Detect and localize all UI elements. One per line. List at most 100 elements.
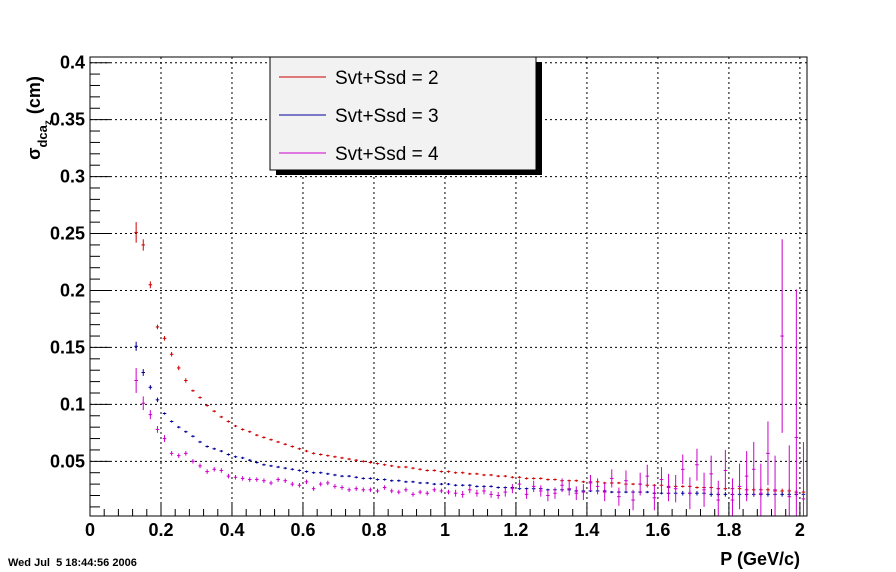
- data-point: [673, 474, 678, 503]
- data-point: [411, 492, 415, 497]
- data-point: [347, 457, 351, 461]
- data-point: [482, 485, 486, 488]
- data-point: [631, 489, 635, 511]
- data-point: [425, 481, 429, 485]
- data-point: [737, 463, 742, 510]
- data-point: [439, 488, 444, 494]
- data-point: [176, 453, 181, 458]
- data-point: [141, 369, 146, 376]
- data-point: [205, 445, 209, 448]
- legend-box: [269, 56, 537, 171]
- data-point: [659, 467, 664, 493]
- data-point: [780, 239, 784, 433]
- data-point: [475, 472, 479, 475]
- data-point: [255, 433, 259, 437]
- data-point: [290, 445, 295, 448]
- data-point: [759, 463, 763, 516]
- data-point: [468, 486, 472, 494]
- data-point: [382, 485, 387, 490]
- data-point: [311, 471, 316, 474]
- data-point: [212, 447, 217, 450]
- data-point: [148, 281, 153, 289]
- x-tick-label: 0.8: [361, 520, 386, 540]
- legend: Svt+Ssd = 2 Svt+Ssd = 3 Svt+Ssd = 4: [269, 56, 542, 175]
- data-point: [524, 487, 529, 490]
- x-tick-label: 0.6: [290, 520, 315, 540]
- data-point: [468, 472, 472, 475]
- data-point: [240, 456, 245, 460]
- data-point: [418, 468, 422, 471]
- data-point: [567, 481, 571, 496]
- data-point: [531, 477, 536, 480]
- data-point: [680, 454, 685, 485]
- data-point: [503, 487, 508, 497]
- x-tick-label: 2: [795, 520, 805, 540]
- y-axis-title-text: σdcaz (cm): [24, 76, 54, 160]
- data-point: [610, 469, 614, 488]
- data-point: [425, 469, 429, 472]
- data-point: [397, 489, 401, 495]
- data-point: [333, 455, 337, 458]
- data-point: [304, 449, 309, 453]
- x-tick-label: 1.2: [503, 520, 528, 540]
- data-point: [560, 478, 564, 493]
- data-point: [439, 482, 444, 486]
- data-point: [453, 484, 458, 487]
- data-point: [446, 489, 451, 495]
- data-point: [382, 463, 387, 466]
- data-point: [240, 476, 245, 481]
- data-point: [311, 452, 316, 455]
- data-point: [666, 473, 671, 502]
- data-point: [233, 474, 238, 480]
- data-point: [134, 367, 138, 393]
- axis-layer: 0 0.2 0.4 0.6 0.8 1 1.2 1.4 1.6 1.8 2 0.05 0.1 0.15 0.…: [50, 53, 805, 540]
- data-point: [297, 469, 302, 472]
- data-point: [475, 489, 479, 497]
- y-tick-label: 0.4: [60, 53, 85, 73]
- data-point: [219, 415, 224, 419]
- data-point: [460, 484, 465, 487]
- data-point: [155, 324, 160, 330]
- data-point: [432, 469, 437, 472]
- data-point: [397, 465, 401, 469]
- data-point: [368, 461, 373, 464]
- data-point: [446, 470, 451, 473]
- data-point: [524, 489, 529, 499]
- x-axis-title: P (GeV/c): [720, 549, 800, 569]
- data-point: [595, 478, 600, 495]
- data-point: [652, 485, 657, 511]
- data-point: [581, 484, 586, 501]
- data-point: [723, 492, 728, 497]
- data-point: [311, 486, 316, 491]
- data-point: [375, 478, 380, 481]
- data-point: [155, 426, 160, 433]
- x-tick-label: 0.4: [219, 520, 244, 540]
- data-point: [255, 461, 259, 464]
- x-tick-label: 1.6: [645, 520, 670, 540]
- data-point: [169, 420, 174, 423]
- data-point: [226, 420, 231, 423]
- data-point: [489, 485, 493, 488]
- data-point: [318, 471, 323, 474]
- data-point: [524, 477, 529, 480]
- data-point: [489, 490, 493, 498]
- x-tick-label: 0: [85, 520, 95, 540]
- data-point: [176, 365, 181, 371]
- data-point: [680, 490, 685, 496]
- data-point: [361, 487, 366, 493]
- data-point: [340, 485, 344, 490]
- data-point: [482, 473, 486, 477]
- data-point: [453, 489, 458, 497]
- y-tick-label: 0.35: [50, 110, 85, 130]
- data-point: [375, 462, 380, 465]
- data-point: [716, 480, 721, 516]
- data-point: [141, 396, 146, 411]
- data-point: [723, 449, 728, 491]
- data-point: [155, 397, 160, 403]
- timestamp: Wed Jul 5 18:44:56 2006: [8, 557, 137, 569]
- data-point: [148, 385, 153, 390]
- data-point: [503, 474, 508, 478]
- data-point: [219, 468, 224, 473]
- data-layer: [134, 222, 806, 516]
